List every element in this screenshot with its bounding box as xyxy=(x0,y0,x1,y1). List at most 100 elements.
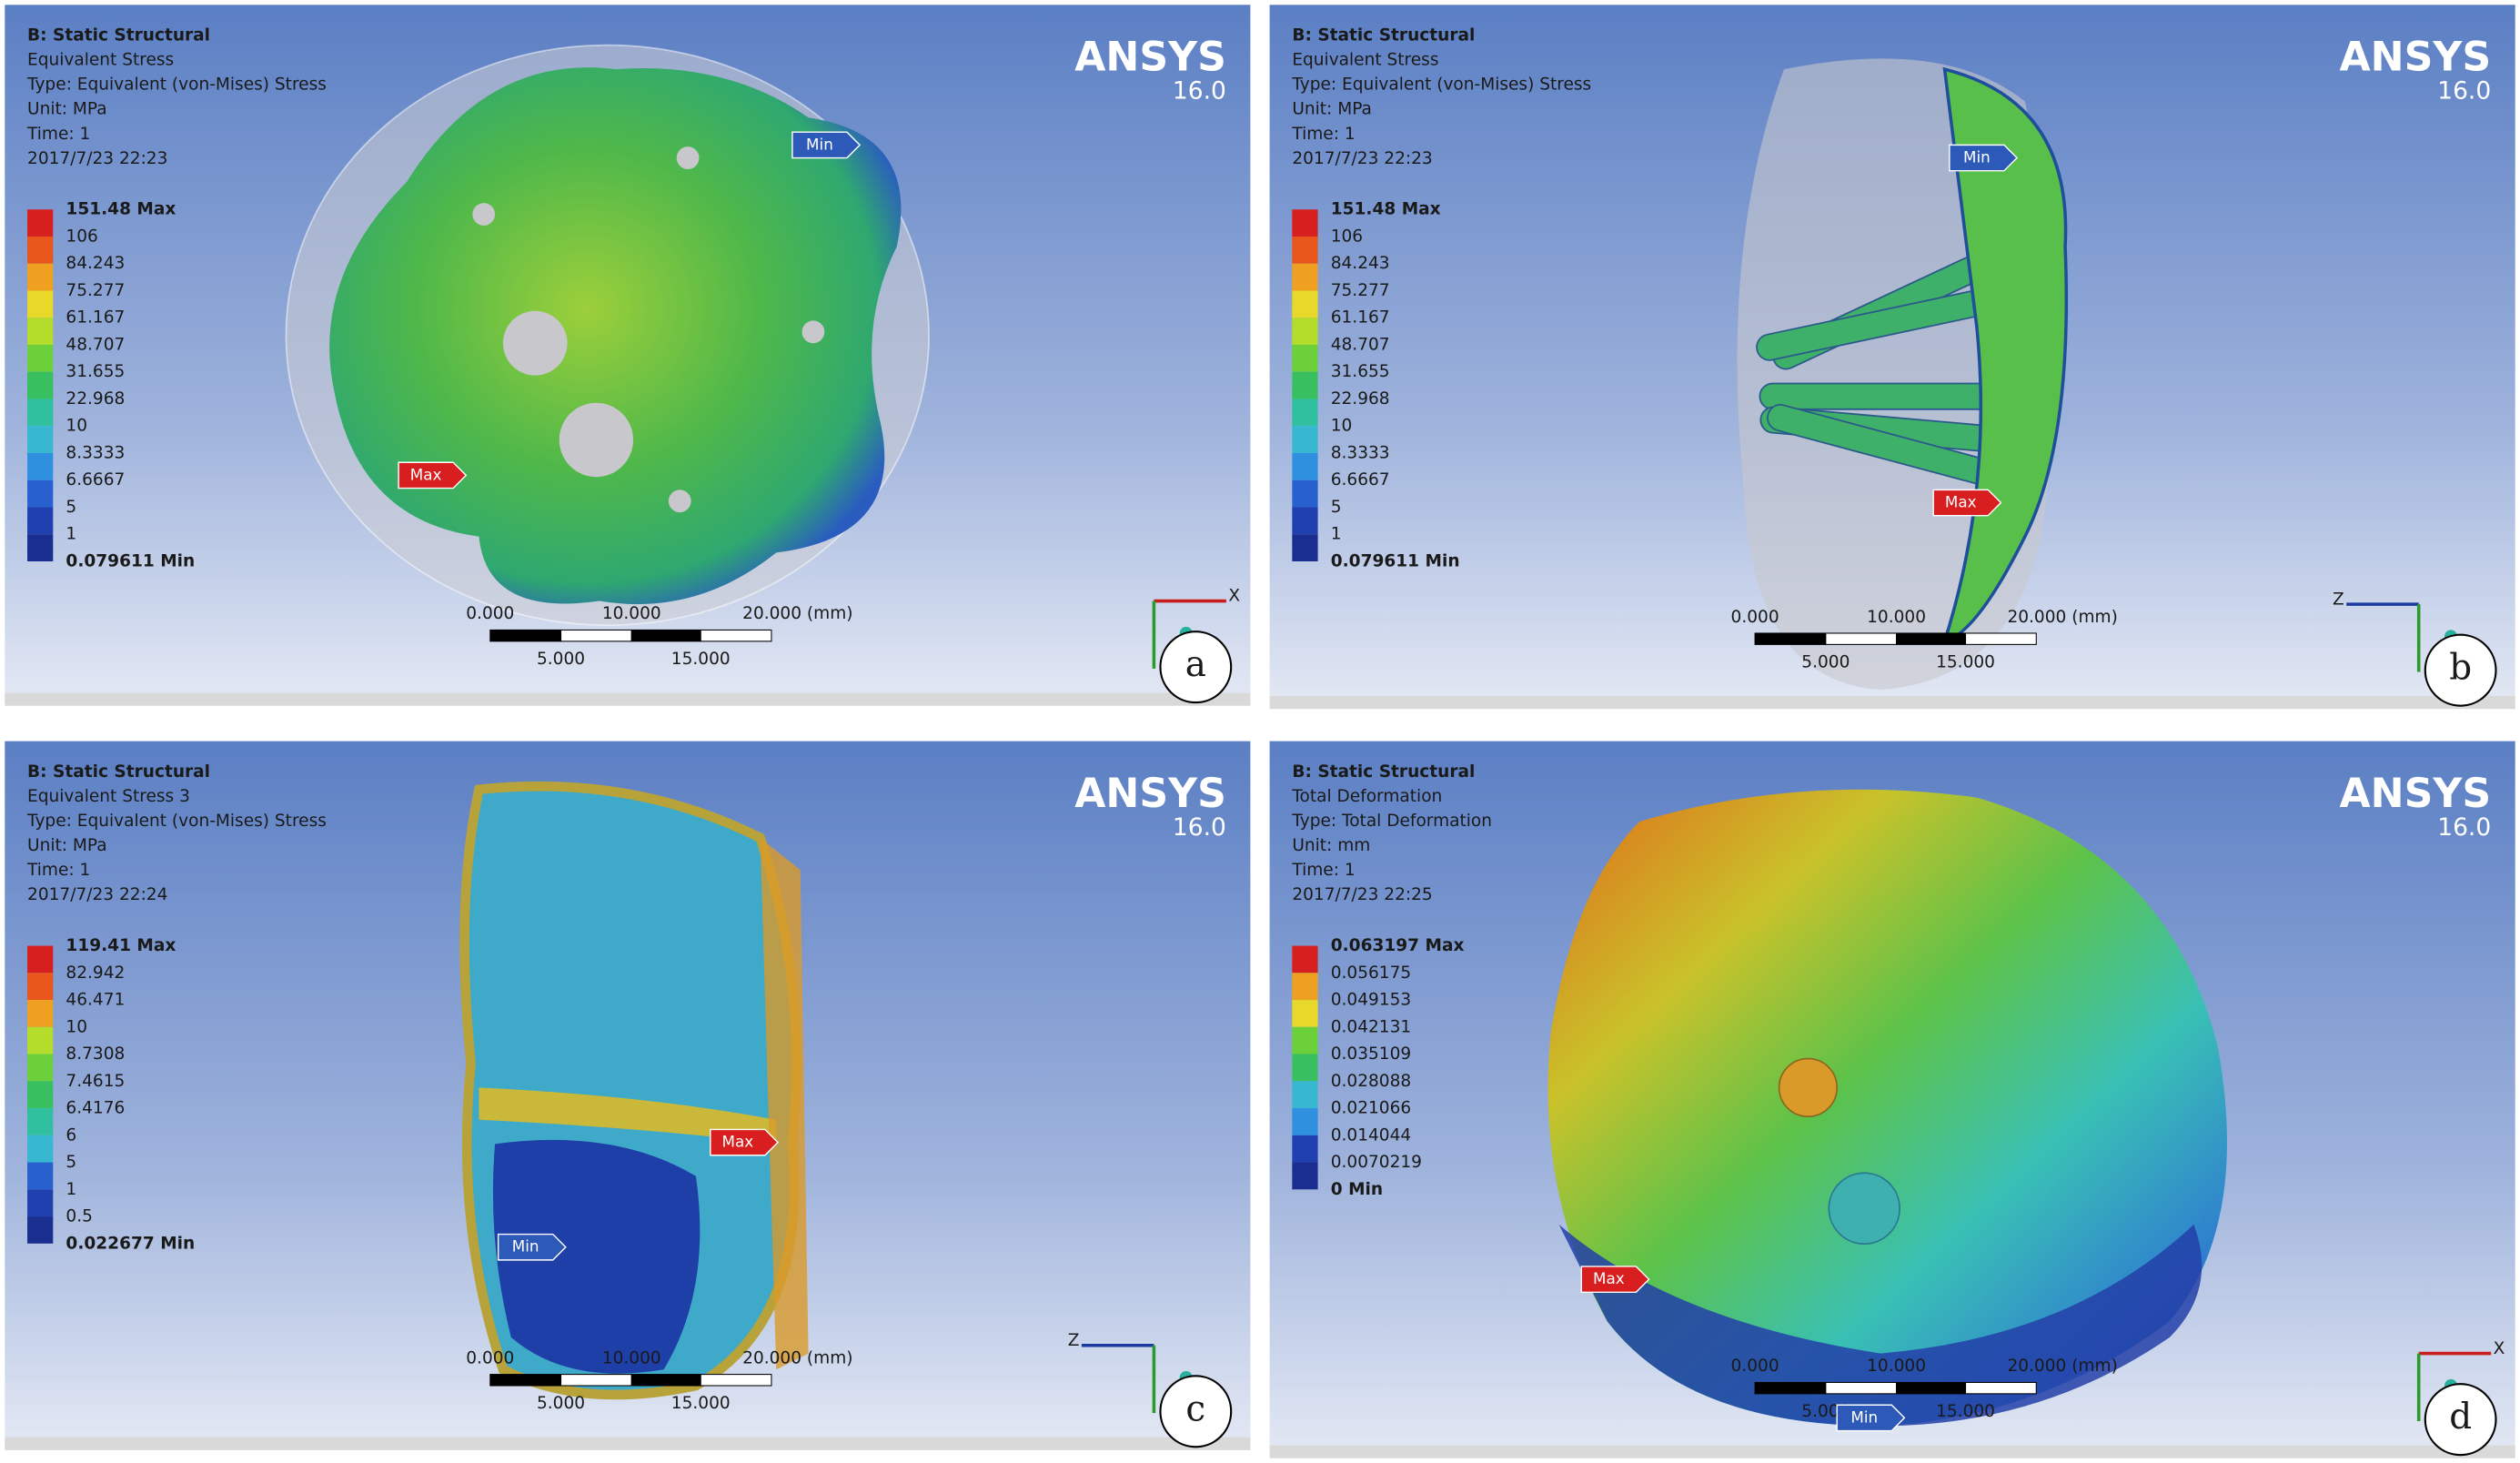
scale-label: 5.000 xyxy=(537,1394,585,1413)
legend-label: 8.7308 xyxy=(66,1044,125,1064)
header-line: 2017/7/23 22:23 xyxy=(1292,149,1432,168)
scale-label: 10.000 xyxy=(1867,608,1926,627)
panel-letter: d xyxy=(2449,1397,2472,1438)
legend-label: 75.277 xyxy=(1331,281,1390,300)
legend-swatch xyxy=(1292,371,1318,399)
legend-label: 0.042131 xyxy=(1331,1017,1411,1036)
legend-label: 84.243 xyxy=(1331,254,1390,273)
brand: ANSYS xyxy=(2340,34,2492,80)
legend-label: 151.48 Max xyxy=(1331,200,1441,219)
scale-label: 20.000 (mm) xyxy=(742,604,852,623)
status-strip xyxy=(5,692,1251,706)
header-line: B: Static Structural xyxy=(1292,25,1475,45)
scale-bar-segment xyxy=(630,629,701,642)
status-strip xyxy=(1269,696,2515,710)
legend-label: 0.014044 xyxy=(1331,1125,1411,1145)
hole xyxy=(676,146,700,169)
legend-label: 48.707 xyxy=(66,335,125,354)
legend-label: 0.079611 Min xyxy=(1331,551,1460,570)
legend-swatch xyxy=(1292,236,1318,264)
scale-bar-segment xyxy=(1754,632,1827,645)
legend-label: 61.167 xyxy=(1331,308,1390,328)
header-line: B: Static Structural xyxy=(27,25,210,45)
scale-label: 5.000 xyxy=(1801,652,1850,671)
header-line: Type: Equivalent (von-Mises) Stress xyxy=(26,812,327,831)
scale-label: 0.000 xyxy=(466,604,514,623)
legend-swatch xyxy=(1292,507,1318,535)
scale-bar-segment xyxy=(489,1374,562,1387)
header-line: 2017/7/23 22:25 xyxy=(1292,885,1432,904)
legend-label: 0.079611 Min xyxy=(66,551,195,570)
legend-swatch xyxy=(27,263,54,291)
header-line: Time: 1 xyxy=(1291,125,1355,144)
legend-swatch xyxy=(27,236,54,264)
header-line: Type: Total Deformation xyxy=(1291,812,1492,831)
legend-swatch xyxy=(1292,534,1318,561)
panel: B: Static Structural Equivalent Stress Typ… xyxy=(1269,5,2515,710)
version: 16.0 xyxy=(1173,76,1226,105)
implant xyxy=(329,67,902,605)
panel-letter-ring xyxy=(1159,631,1233,704)
hole xyxy=(502,310,568,376)
plate xyxy=(1941,66,2069,644)
legend-label: 5 xyxy=(66,498,76,517)
legend-swatch xyxy=(1292,1054,1318,1082)
legend-swatch xyxy=(1292,1081,1318,1109)
legend-label: 106 xyxy=(1331,227,1363,246)
legend-swatch xyxy=(1292,1000,1318,1027)
legend-swatch xyxy=(1292,1135,1318,1163)
header-line: Unit: MPa xyxy=(27,836,107,855)
legend-swatch xyxy=(1292,209,1318,237)
legend-label: 119.41 Max xyxy=(66,936,176,955)
legend-label: 0.056175 xyxy=(1331,964,1411,983)
legend-label: 61.167 xyxy=(66,308,125,328)
legend-swatch xyxy=(1292,973,1318,1001)
legend-swatch xyxy=(1292,399,1318,427)
header-line: Equivalent Stress 3 xyxy=(27,787,190,806)
hole xyxy=(472,203,496,226)
legend-swatch xyxy=(27,452,54,480)
hole xyxy=(1828,1172,1900,1246)
legend-label: 10 xyxy=(66,417,87,436)
scale-label: 20.000 (mm) xyxy=(2007,1357,2117,1376)
scale-label: 0.000 xyxy=(1731,608,1779,627)
header-line: Type: Equivalent (von-Mises) Stress xyxy=(26,76,327,95)
scale-bar-segment xyxy=(1754,1381,1827,1395)
scale-label: 0.000 xyxy=(1731,1357,1779,1376)
probe-label: Max xyxy=(1593,1269,1625,1287)
scale-label: 15.000 xyxy=(671,650,731,669)
legend-swatch xyxy=(27,426,54,453)
scale-bar-segment xyxy=(1964,1381,2037,1395)
scale-label: 10.000 xyxy=(1867,1357,1926,1376)
legend-swatch xyxy=(1292,318,1318,345)
screw xyxy=(1759,382,2002,410)
legend-swatch xyxy=(27,318,54,345)
panel: B: Static Structural Equivalent Stress 3 T… xyxy=(5,741,1251,1450)
implant-deformation xyxy=(1547,789,2227,1427)
legend-label: 0.063197 Max xyxy=(1331,936,1465,955)
legend-label: 46.471 xyxy=(66,991,125,1010)
legend-label: 31.655 xyxy=(1331,362,1390,381)
scale-bar-segment xyxy=(1825,1381,1898,1395)
legend-label: 1 xyxy=(1331,525,1342,544)
legend-label: 0.5 xyxy=(66,1207,92,1226)
legend-swatch xyxy=(1292,344,1318,372)
legend-label: 6.6667 xyxy=(1331,470,1390,489)
header-line: Equivalent Stress xyxy=(1292,51,1438,70)
probe-label: Max xyxy=(722,1133,754,1151)
legend-swatch xyxy=(27,1000,54,1027)
panel: B: Static Structural Equivalent Stress Typ… xyxy=(5,5,1251,706)
legend-label: 0 Min xyxy=(1331,1180,1383,1199)
header-line: Type: Equivalent (von-Mises) Stress xyxy=(1291,76,1591,95)
panel-letter: b xyxy=(2449,648,2472,689)
header-line: Unit: MPa xyxy=(1292,100,1372,119)
legend-label: 8.3333 xyxy=(66,443,125,462)
probe-max xyxy=(1932,489,2002,517)
triad-label: X xyxy=(1228,587,1240,606)
legend-swatch xyxy=(27,1162,54,1190)
legend-swatch xyxy=(27,399,54,427)
legend-label: 22.968 xyxy=(66,389,125,409)
legend-label: 84.243 xyxy=(66,254,125,273)
scale-bar-segment xyxy=(560,629,632,642)
